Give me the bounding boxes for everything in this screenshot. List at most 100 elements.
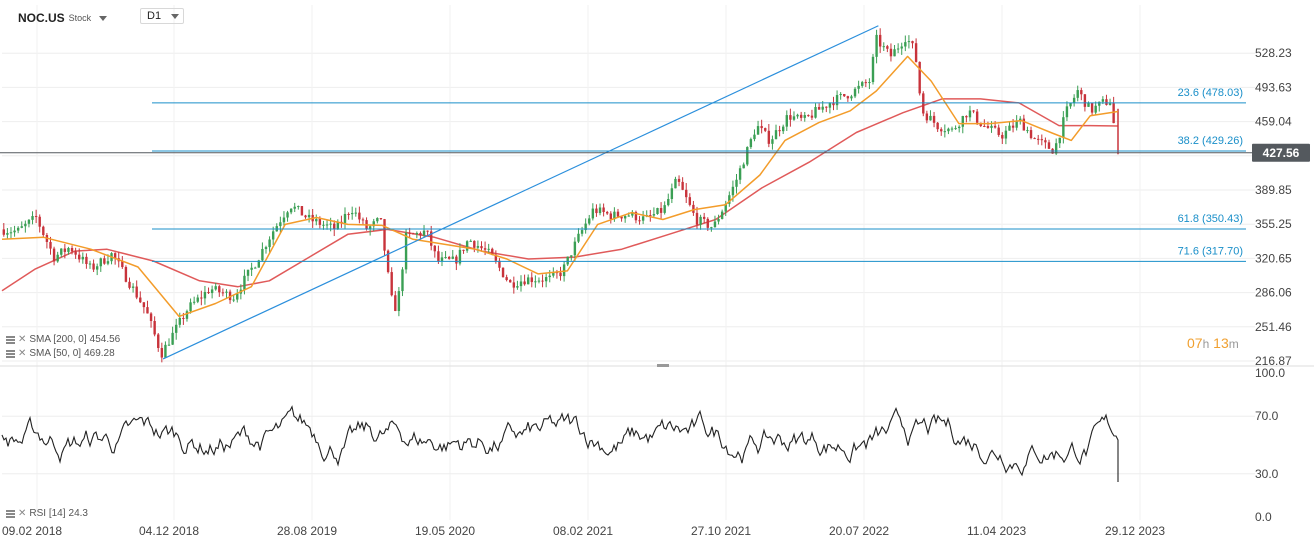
candle-body	[997, 127, 1000, 135]
y-tick-label: 355.25	[1255, 217, 1292, 231]
candle-body	[1004, 130, 1008, 139]
candle-body	[774, 130, 778, 140]
y-tick-label: 389.85	[1255, 183, 1292, 197]
close-icon[interactable]: ✕	[18, 348, 27, 359]
candle-body	[88, 263, 92, 265]
candle-body	[24, 223, 27, 227]
candle-body	[516, 286, 519, 288]
candle-body	[1019, 118, 1022, 121]
rsi-panel: 100.0 70.0 30.0 0.0	[0, 365, 1314, 524]
candle-body	[412, 233, 415, 235]
candle-body	[702, 216, 706, 219]
candle-body	[60, 248, 63, 255]
candle-body	[1069, 102, 1072, 107]
candle-body	[803, 115, 806, 118]
candle-body	[843, 93, 846, 97]
candle-body	[512, 282, 516, 288]
candle-body	[875, 34, 878, 57]
candle-body	[979, 122, 982, 126]
candle-body	[178, 317, 181, 325]
legend-rsi[interactable]: ✕ RSI [14] 24.3	[6, 508, 88, 519]
close-icon[interactable]: ✕	[18, 508, 27, 519]
candle-body	[753, 134, 756, 140]
candle-body	[638, 220, 641, 222]
candle-body	[264, 247, 268, 249]
timeframe-select[interactable]: D1	[140, 8, 184, 24]
menu-icon[interactable]	[6, 509, 15, 518]
candle-body	[914, 43, 918, 62]
symbol-kind: Stock	[68, 13, 92, 23]
candle-body	[846, 96, 850, 99]
candle-body	[56, 254, 59, 262]
candle-body	[925, 113, 929, 121]
x-tick-label: 09.02 2018	[2, 524, 62, 538]
candles	[2, 28, 1119, 363]
candle-body	[1001, 134, 1004, 139]
symbol-name: NOC.US	[18, 11, 65, 25]
candle-body	[799, 114, 803, 118]
candle-body	[932, 115, 936, 123]
candle-body	[67, 247, 70, 252]
menu-icon[interactable]	[6, 335, 15, 344]
x-tick-label: 28.08 2019	[277, 524, 337, 538]
rsi-tick-label: 30.0	[1255, 467, 1279, 481]
trendline[interactable]	[162, 25, 879, 360]
candle-body	[900, 46, 903, 49]
candle-body	[376, 218, 379, 222]
close-icon[interactable]: ✕	[18, 334, 27, 345]
candle-body	[728, 195, 731, 204]
candle-body	[652, 214, 656, 216]
candle-body	[458, 249, 462, 264]
candle-body	[613, 211, 616, 220]
candle-body	[1062, 117, 1065, 138]
candle-body	[580, 230, 584, 234]
candle-body	[232, 299, 235, 301]
candle-body	[936, 122, 939, 130]
candle-body	[756, 126, 760, 135]
menu-icon[interactable]	[6, 349, 15, 358]
candle-body	[315, 219, 318, 222]
candle-body	[767, 130, 771, 144]
candle-body	[2, 229, 5, 235]
trendline-group[interactable]	[162, 25, 879, 360]
legend-sma200[interactable]: ✕ SMA [200, 0] 454.56	[6, 334, 120, 345]
candle-body	[38, 216, 41, 227]
candle-body	[649, 215, 652, 217]
y-tick-label: 528.23	[1255, 46, 1292, 60]
candle-body	[552, 272, 555, 276]
grid	[2, 5, 1255, 520]
candle-body	[523, 281, 526, 285]
candle-body	[835, 95, 839, 106]
y-axis: 528.23 493.63 459.04 389.85 355.25 320.65 286.…	[1255, 46, 1292, 368]
candle-body	[333, 223, 336, 230]
candle-body	[943, 131, 947, 133]
candle-body	[1033, 138, 1036, 140]
candle-body	[817, 106, 821, 110]
candle-body	[437, 251, 440, 262]
candle-body	[293, 206, 296, 209]
candle-body	[358, 212, 361, 220]
candle-body	[789, 115, 792, 120]
candle-body	[257, 260, 261, 268]
chevron-down-icon	[171, 13, 179, 19]
candle-body	[207, 291, 210, 294]
x-tick-label: 11.04 2023	[967, 524, 1026, 538]
candle-body	[491, 248, 494, 255]
candle-body	[1112, 103, 1115, 124]
countdown-hours-unit: h	[1202, 337, 1210, 351]
legend-sma50[interactable]: ✕ SMA [50, 0] 469.28	[6, 348, 115, 359]
candle-body	[415, 232, 419, 235]
symbol-selector[interactable]: NOC.US Stock	[18, 8, 108, 28]
candle-body	[825, 106, 828, 108]
panel-splitter-handle[interactable]	[657, 364, 669, 367]
candle-body	[530, 277, 533, 283]
candle-body	[950, 128, 954, 130]
candle-body	[968, 110, 972, 118]
candle-body	[368, 226, 372, 230]
candle-body	[113, 253, 117, 259]
candle-body	[537, 280, 541, 282]
x-axis: 09.02 2018 04.12 2018 28.08 2019 19.05 2020…	[2, 524, 1165, 538]
candle-body	[584, 223, 587, 231]
candle-body	[771, 139, 774, 144]
